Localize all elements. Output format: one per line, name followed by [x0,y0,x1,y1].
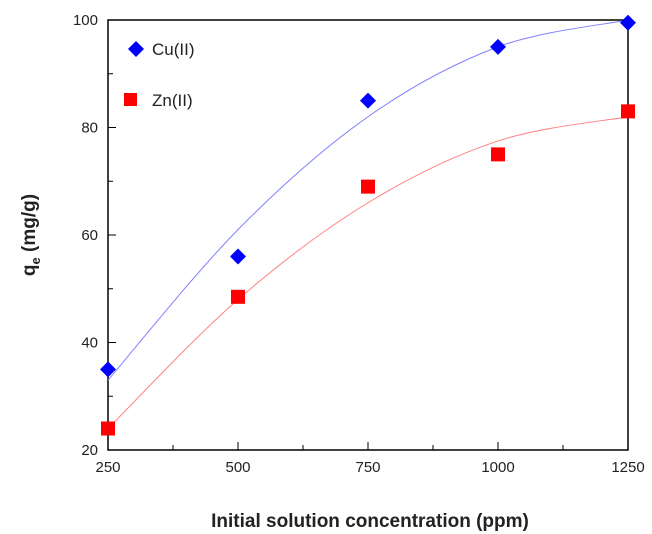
fit-lines [107,19,629,429]
data-point-diamond [100,361,116,378]
fit-line-1 [107,116,629,429]
data-point-square [101,421,115,436]
data-point-diamond [360,92,376,109]
y-tick-label: 60 [81,227,98,244]
x-tick-label: 500 [225,459,250,476]
data-point-diamond [620,14,636,31]
data-point-diamond [490,38,506,55]
y-tick-label: 20 [81,442,98,459]
y-axis-title: qe (mg/g) [19,194,43,276]
legend: Cu(II) Zn(II) [124,40,195,110]
y-axis-title-rest: (mg/g) [19,194,40,257]
legend-marker-cu [128,41,144,57]
data-point-square [361,179,375,194]
x-tick-label: 1000 [481,459,514,476]
legend-label-cu: Cu(II) [152,40,195,59]
legend-label-zn: Zn(II) [152,91,193,110]
x-tick-label: 750 [355,459,380,476]
y-tick-label: 40 [81,335,98,352]
x-axis: 250 500 750 1000 1250 [95,442,645,476]
plot-area [107,19,629,451]
y-axis-title-main: q [19,264,40,276]
x-tick-label: 1250 [611,459,644,476]
data-point-square [491,147,505,162]
data-point-square [231,289,245,304]
data-points [100,14,636,436]
x-tick-label: 250 [95,459,120,476]
x-axis-title: Initial solution concentration (ppm) [211,511,529,532]
y-tick-label: 100 [73,12,98,29]
fit-line-0 [107,19,629,381]
y-tick-label: 80 [81,120,98,137]
data-point-square [621,104,635,119]
y-axis: 20 40 60 80 100 [73,12,116,459]
y-axis-title-sub: e [28,257,43,264]
legend-marker-zn [124,93,137,106]
legend-item-cu: Cu(II) [128,40,195,59]
data-point-diamond [230,248,246,265]
legend-item-zn: Zn(II) [124,91,193,110]
